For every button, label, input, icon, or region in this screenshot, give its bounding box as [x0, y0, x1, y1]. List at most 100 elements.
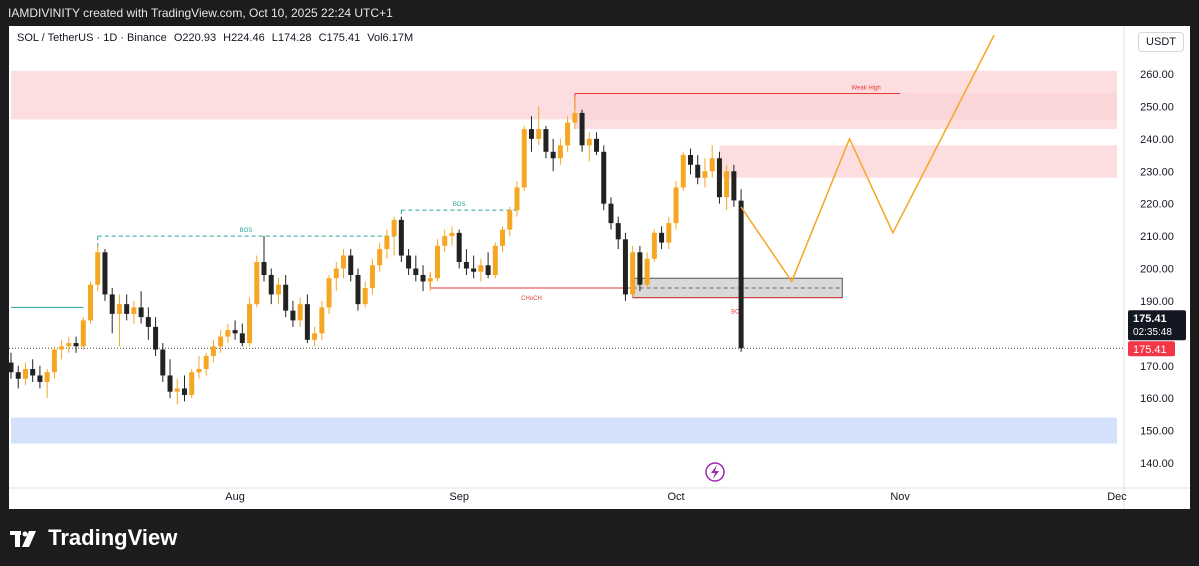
candle — [138, 291, 144, 324]
candle-body — [304, 304, 310, 340]
candle-body — [203, 356, 209, 369]
candle-body — [478, 265, 484, 272]
candle-body — [615, 223, 621, 240]
candle-body — [95, 252, 101, 285]
candle — [442, 229, 448, 253]
candle-body — [666, 223, 672, 243]
candle-body — [550, 151, 556, 159]
candle — [384, 229, 390, 259]
candle-body — [261, 262, 267, 275]
candle-body — [485, 265, 491, 275]
price-tick-label: 220.00 — [1140, 199, 1174, 211]
candle-body — [362, 287, 368, 305]
candle — [261, 236, 267, 282]
candle-body — [651, 232, 657, 259]
candle — [348, 249, 354, 282]
candle-body — [239, 333, 245, 344]
candle-body — [37, 375, 43, 382]
candle — [680, 151, 686, 191]
symbol-name[interactable]: SOL / TetherUS · 1D · Binance — [17, 32, 167, 44]
chart-panel[interactable]: BOS BOS CHoCH BOS Weak High 140.00 150.00 160.0… — [9, 26, 1190, 509]
tradingview-logo-icon — [10, 531, 36, 548]
candle — [716, 151, 722, 204]
candle-body — [738, 200, 744, 349]
candle — [124, 294, 130, 321]
candle — [565, 116, 571, 152]
candle — [507, 206, 513, 237]
candle — [724, 164, 730, 211]
tradingview-brand[interactable]: TradingView — [10, 524, 177, 552]
candle — [88, 281, 94, 324]
candle-body — [579, 112, 585, 146]
candle-body — [297, 304, 303, 321]
candle-body — [189, 372, 195, 395]
candle — [131, 300, 137, 324]
candle-body — [369, 265, 375, 288]
candle-body — [456, 232, 462, 263]
candle — [738, 189, 744, 352]
candle — [666, 216, 672, 250]
candle-body — [145, 317, 151, 327]
candle — [153, 317, 159, 357]
currency-button[interactable]: USDT — [1138, 32, 1184, 52]
candle-body — [420, 274, 426, 282]
candle — [673, 180, 679, 230]
high-value: H224.46 — [223, 32, 265, 44]
candle-body — [557, 145, 563, 159]
candle-body — [463, 262, 469, 269]
candle — [275, 278, 281, 305]
candle-body — [514, 187, 520, 211]
candle-body — [391, 219, 397, 237]
price-tick-label: 160.00 — [1140, 393, 1174, 405]
candle — [333, 262, 339, 292]
bos-label: BOS — [731, 310, 744, 316]
candle — [116, 294, 122, 347]
candle-body — [594, 138, 600, 152]
candle — [181, 375, 187, 402]
price-chart[interactable]: BOS BOS CHoCH BOS Weak High 140.00 150.00 160.0… — [9, 26, 1190, 509]
candle-body — [225, 330, 231, 337]
candle — [355, 268, 361, 311]
candle — [608, 197, 614, 230]
bos-label: BOS — [453, 202, 466, 208]
price-tick-label: 170.00 — [1140, 361, 1174, 373]
candle-body — [196, 368, 202, 373]
candle — [210, 339, 216, 363]
candle — [463, 249, 469, 275]
candle-body — [44, 372, 50, 382]
candle-body — [131, 307, 137, 314]
candle — [66, 336, 72, 353]
candle — [478, 258, 484, 282]
candle — [377, 242, 383, 272]
candle — [434, 239, 440, 282]
candle — [528, 116, 534, 152]
candle — [406, 249, 412, 275]
candle — [51, 346, 57, 379]
candle-body — [673, 187, 679, 224]
candle — [536, 106, 542, 146]
candle — [218, 330, 224, 353]
candle — [398, 216, 404, 263]
candle — [304, 294, 310, 344]
candle-body — [406, 255, 412, 269]
candle — [550, 138, 556, 172]
candle-body — [319, 307, 325, 334]
attribution-text: IAMDIVINITY created with TradingView.com… — [8, 6, 393, 20]
candle — [167, 359, 173, 399]
candle-body — [355, 274, 361, 305]
candle-body — [51, 349, 57, 373]
candle-body — [348, 255, 354, 275]
candle — [391, 216, 397, 256]
candle — [586, 132, 592, 162]
candle-body — [384, 236, 390, 250]
candle — [702, 158, 708, 188]
candle — [59, 339, 65, 360]
candle-body — [160, 349, 166, 376]
lightning-icon — [705, 462, 725, 482]
candle-body — [716, 158, 722, 198]
candle — [37, 365, 43, 389]
candle-body — [22, 368, 28, 379]
time-tick-label: Nov — [890, 491, 910, 503]
candle-body — [702, 171, 708, 178]
candle — [239, 323, 245, 347]
